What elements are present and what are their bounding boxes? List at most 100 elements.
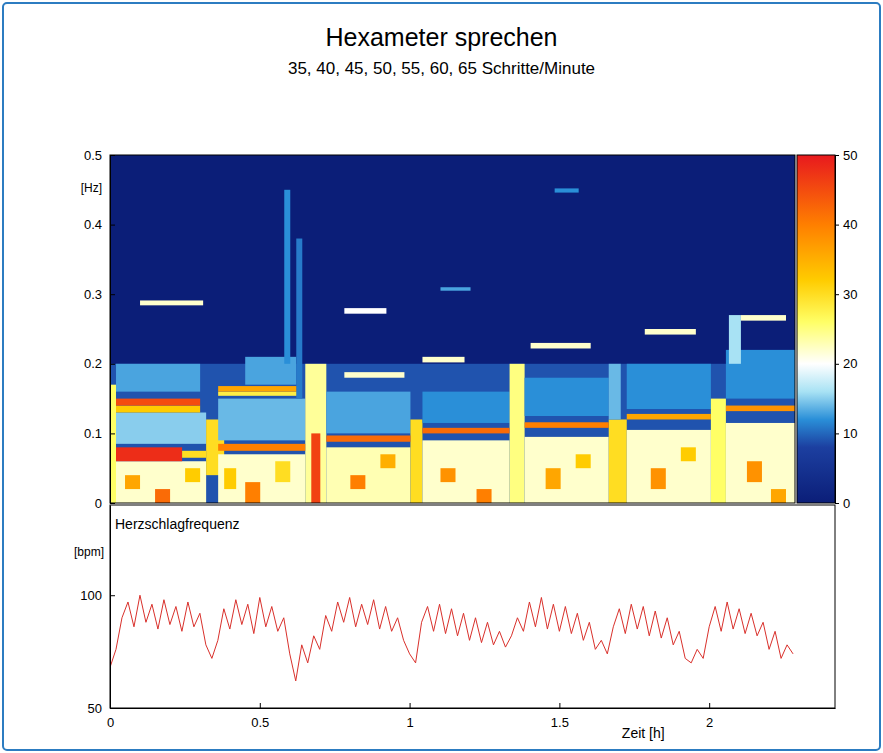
- heatmap-cell: [284, 190, 290, 364]
- heatmap-cell: [218, 444, 305, 451]
- plot-frame-2: [110, 505, 835, 708]
- heatmap-cell: [711, 399, 726, 503]
- heatmap-cell: [422, 428, 509, 434]
- heatmap-cell: [510, 364, 525, 503]
- heatmap-cell: [747, 461, 762, 482]
- heatmap-cell: [422, 357, 464, 363]
- y-axis-tick: 0.3: [84, 287, 115, 302]
- heatmap-cell: [651, 468, 666, 489]
- y-axis-line: [110, 156, 111, 504]
- heatmap-cell: [218, 392, 296, 396]
- colorbar-axis-tick: 50: [835, 148, 857, 163]
- heatmap-cell: [555, 188, 579, 192]
- colorbar-axis-tick-mark: [835, 294, 839, 295]
- line-series: [110, 595, 793, 681]
- colorbar-axis-tick: 40: [835, 217, 857, 232]
- y-axis-tick-label: 0.1: [84, 426, 102, 441]
- heatmap-cell: [326, 447, 410, 503]
- colorbar-axis-tick-label: 10: [843, 426, 857, 441]
- heatmap-cell: [726, 406, 795, 412]
- chart-subtitle: 35, 40, 45, 50, 55, 60, 65 Schritte/Minu…: [288, 59, 595, 78]
- x-axis-2-tick-mark: [709, 703, 710, 708]
- heatmap-cell: [380, 454, 395, 468]
- heatmap-cell: [531, 343, 591, 349]
- y-axis-tick-mark: [110, 294, 115, 295]
- x-axis-2-tick-label: 0: [107, 715, 114, 730]
- x-axis-2-tick-label: 2: [706, 715, 713, 730]
- heatmap-cell: [116, 447, 182, 461]
- x-axis-2-tick: 0.5: [251, 703, 269, 730]
- heatmap-cell: [296, 239, 302, 399]
- plot-background-2: [110, 505, 835, 708]
- colorbar-axis-tick: 0: [835, 496, 850, 511]
- heatmap-cell: [185, 468, 200, 482]
- heatmap-cell: [729, 315, 741, 364]
- heatmap-cell: [311, 433, 320, 503]
- heatmap-cell: [182, 451, 206, 458]
- x-axis-2-tick-label: 1.5: [551, 715, 569, 730]
- y-axis: 0 0.1 0.2 0.3 0.4 0.5: [84, 148, 115, 511]
- heatmap-cell: [224, 468, 236, 489]
- colorbar-axis-line: [835, 156, 836, 504]
- colorbar-axis-tick: 30: [835, 287, 857, 302]
- x-axis-2-tick-label: 0.5: [251, 715, 269, 730]
- heatmap-cell: [116, 406, 200, 413]
- x-axis-title: Zeit [h]: [622, 725, 665, 741]
- y-axis-tick-label: 0.4: [84, 217, 102, 232]
- heatmap-cell: [350, 475, 365, 489]
- y-axis-2-line: [110, 506, 111, 709]
- heatmap-cell: [326, 392, 410, 434]
- colorbar-axis-tick-mark: [835, 364, 839, 365]
- y-axis-tick: 0.5: [84, 148, 115, 163]
- colorbar-axis-tick-label: 50: [843, 148, 857, 163]
- y-axis-tick: 0.1: [84, 426, 115, 441]
- colorbar-axis-tick-mark: [835, 225, 839, 226]
- y-axis-title-2: [bpm]: [74, 545, 104, 559]
- y-axis-tick-label: 0.5: [84, 148, 102, 163]
- y-axis-2-tick-mark: [110, 595, 115, 596]
- plot-frame: [110, 155, 795, 503]
- heatmap-cell: [741, 315, 786, 321]
- heatmap-cell: [422, 440, 509, 503]
- heatmap-cell: [440, 468, 455, 482]
- heatmap-cell: [627, 364, 711, 409]
- heatmap-cell: [525, 437, 609, 503]
- chart-title: Hexameter sprechen: [325, 23, 557, 51]
- plot-background: [110, 155, 795, 503]
- colorbar: [797, 155, 835, 503]
- heatmap-cell: [477, 489, 492, 503]
- heatmap-cell: [609, 419, 627, 503]
- y-axis-tick-label: 0: [95, 496, 102, 511]
- outer-frame: [3, 3, 880, 750]
- x-axis-2: 0 0.5 1 1.5 2: [107, 703, 836, 730]
- x-axis-2-line: [111, 708, 836, 709]
- chart-root: Hexameter sprechen 35, 40, 45, 50, 55, 60…: [0, 0, 883, 753]
- heatmap-cell: [525, 378, 609, 416]
- x-axis-2-tick-mark: [410, 703, 411, 708]
- y-axis-tick-label: 0.2: [84, 356, 102, 371]
- y-axis-tick-label: 0.3: [84, 287, 102, 302]
- colorbar-axis-tick-mark: [835, 503, 839, 504]
- y-axis-2-tick-label: 100: [80, 588, 102, 603]
- y-axis-tick: 0.2: [84, 356, 115, 371]
- heatmap-cells: [110, 188, 795, 503]
- x-axis-2-tick: 1: [406, 703, 413, 730]
- heatmap-cell: [681, 447, 696, 461]
- heatmap-cell: [440, 287, 470, 290]
- y-axis-tick: 0.4: [84, 217, 115, 232]
- colorbar-axis-tick-mark: [835, 155, 839, 156]
- heatmap-cell: [305, 364, 326, 503]
- panel-title: Herzschlagfrequenz: [115, 516, 240, 532]
- x-axis-2-tick-mark: [110, 703, 111, 708]
- y-axis-2: 50100: [80, 506, 115, 716]
- heatmap-cell: [576, 454, 591, 468]
- heatmap-cell: [140, 300, 203, 305]
- colorbar-axis-tick: 10: [835, 426, 857, 441]
- heatmap-cell: [344, 372, 404, 378]
- heatmap-cell: [726, 423, 795, 503]
- y-axis-tick-mark: [110, 225, 115, 226]
- x-axis-2-tick-mark: [559, 703, 560, 708]
- y-axis-tick-mark: [110, 364, 115, 365]
- heatmap-cell: [218, 399, 305, 441]
- heatmap-cell: [218, 386, 296, 392]
